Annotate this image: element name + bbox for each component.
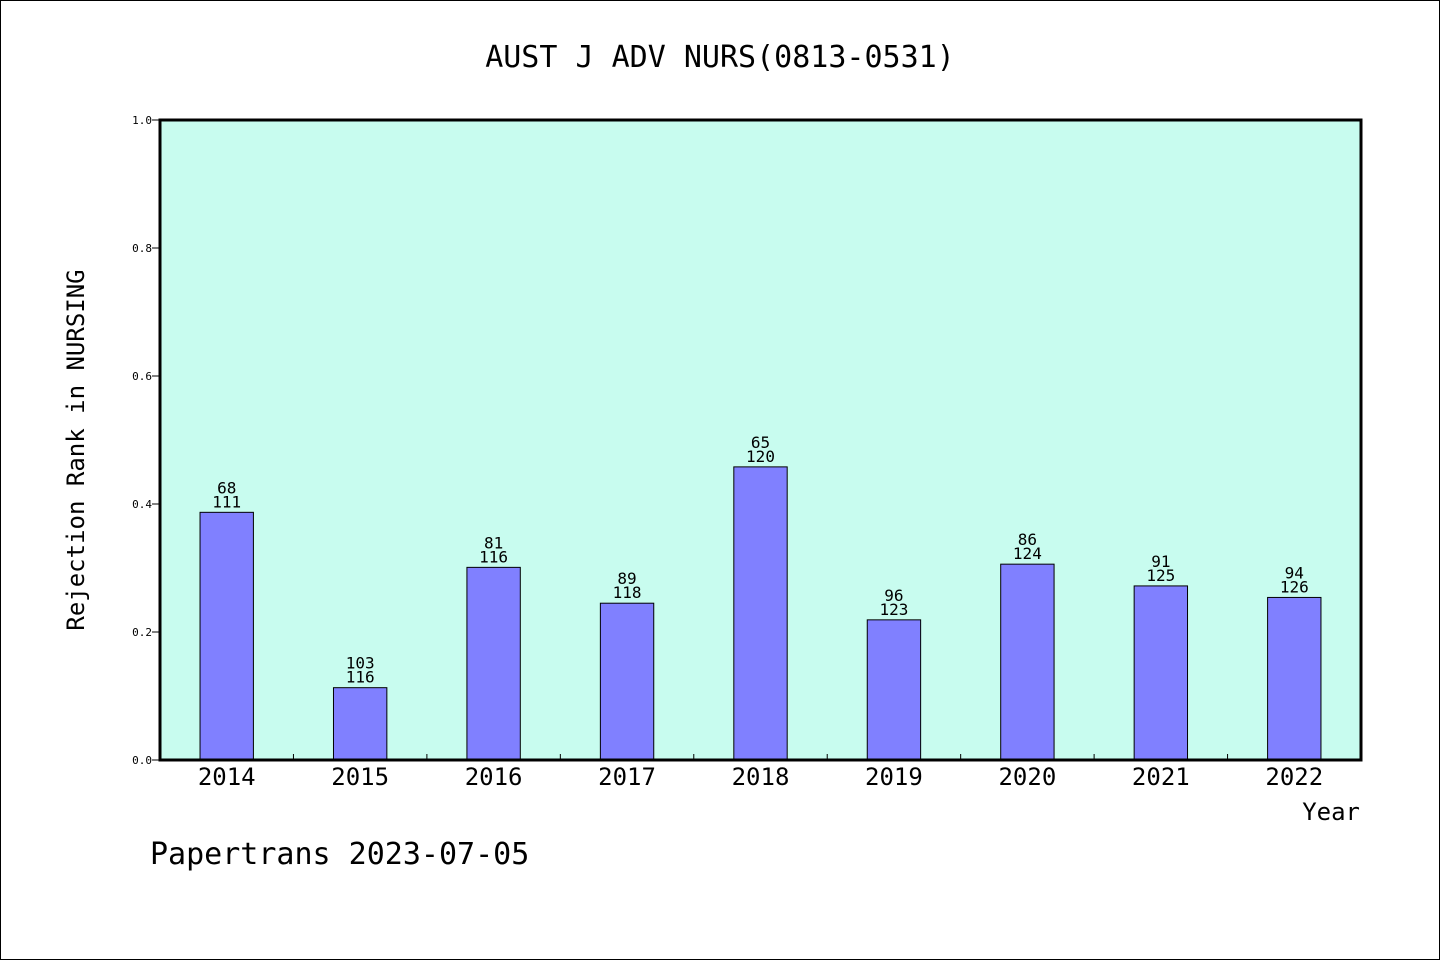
bar-label-bottom: 118 <box>613 583 642 602</box>
bar-label-bottom: 123 <box>879 600 908 619</box>
plot-border <box>158 118 1363 762</box>
footer-watermark: Papertrans 2023-07-05 <box>150 837 529 872</box>
bar-2018 <box>733 466 788 761</box>
y-tick-label: 0.4 <box>132 498 152 511</box>
bar-label-top: 68 <box>217 478 236 497</box>
x-tick-label: 2019 <box>865 763 923 791</box>
x-axis-label: Year <box>1302 798 1360 826</box>
bar-label-bottom: 125 <box>1146 566 1175 585</box>
x-tick-label: 2022 <box>1265 763 1323 791</box>
bar-label-top: 94 <box>1285 563 1304 582</box>
bar-2022 <box>1267 596 1322 761</box>
bar-label-top: 91 <box>1151 552 1170 571</box>
x-tick-label: 2021 <box>1132 763 1190 791</box>
y-tick-label: 0.8 <box>132 242 152 255</box>
x-tick-label: 2018 <box>732 763 790 791</box>
bar-label-bottom: 124 <box>1013 544 1042 563</box>
bar-2017 <box>599 602 655 761</box>
bar-label-top: 96 <box>884 586 903 605</box>
y-tick-label: 0.0 <box>132 754 152 767</box>
y-tick-label: 0.2 <box>132 626 152 639</box>
bar-label-bottom: 120 <box>746 447 775 466</box>
x-tick-labels: 2014 2015 2016 2017 2018 2019 2020 2021 2022 <box>198 763 1323 791</box>
bar-label-bottom: 116 <box>479 547 508 566</box>
y-axis-label: Rejection Rank in NURSING <box>62 269 90 630</box>
bar-2016 <box>466 566 521 761</box>
bar-label-top: 65 <box>751 433 770 452</box>
y-tick-label: 0.6 <box>132 370 152 383</box>
bar-2014 <box>199 511 254 761</box>
y-axis-ticks: 0.0 0.2 0.4 0.6 0.8 1.0 <box>132 114 160 767</box>
bars-group <box>199 466 1322 761</box>
bar-label-top: 103 <box>346 654 375 673</box>
x-tick-label: 2016 <box>465 763 523 791</box>
y-tick-label: 1.0 <box>132 114 152 127</box>
chart-title: AUST J ADV NURS(0813-0531) <box>485 40 955 75</box>
x-tick-label: 2015 <box>331 763 389 791</box>
bar-2019 <box>866 619 922 761</box>
bar-2021 <box>1133 585 1189 761</box>
x-tick-label: 2014 <box>198 763 256 791</box>
bar-2020 <box>1000 563 1055 761</box>
bar-label-top: 86 <box>1018 530 1037 549</box>
x-tick-label: 2017 <box>598 763 656 791</box>
bar-label-bottom: 111 <box>212 492 241 511</box>
bar-label-bottom: 116 <box>346 668 375 687</box>
x-tick-label: 2020 <box>998 763 1056 791</box>
bar-label-top: 81 <box>484 533 503 552</box>
bar-label-bottom: 126 <box>1280 577 1309 596</box>
bar-label-top: 89 <box>617 569 636 588</box>
bar-2015 <box>332 687 388 761</box>
